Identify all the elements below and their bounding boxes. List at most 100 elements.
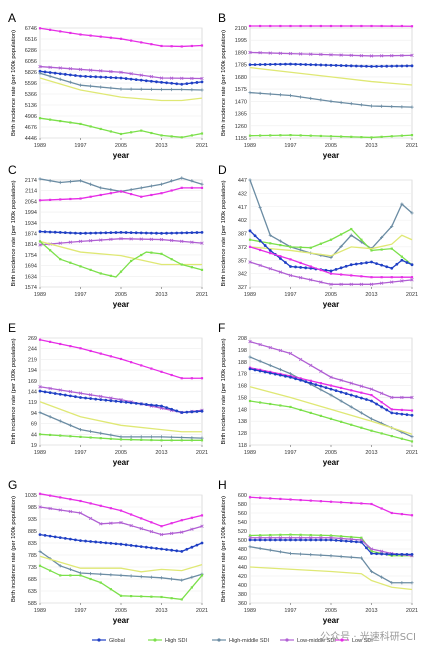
data-point-global (263, 63, 267, 66)
y-tick-label: 540 (238, 520, 247, 526)
data-point-high (360, 136, 363, 139)
data-point-low (69, 31, 72, 35)
data-point-global (354, 540, 358, 544)
data-point-global (344, 264, 348, 268)
data-point-low (400, 513, 403, 516)
data-point-high (140, 438, 143, 441)
x-axis-label: year (113, 151, 129, 160)
data-point-high (329, 534, 333, 537)
data-point-global (104, 231, 108, 235)
data-point-high (69, 574, 72, 577)
y-tick-label: 198 (238, 348, 247, 354)
data-point-high (380, 432, 383, 435)
data-point-global (354, 395, 358, 398)
data-point-low-middle (109, 396, 113, 400)
data-point-high (69, 261, 72, 264)
data-point-global (324, 63, 328, 67)
data-point-low-middle (400, 279, 404, 283)
data-point-global (134, 401, 138, 405)
data-point-high (319, 242, 322, 245)
data-point-high (160, 439, 163, 442)
legend-label-high: High SDI (165, 638, 187, 644)
data-point-high-middle (329, 393, 333, 397)
data-point-high (109, 588, 112, 591)
data-point-global (200, 80, 204, 84)
panel-g: G 585 635 685 735 785 835 885 935 985 1035 1989 1997… (8, 478, 208, 625)
data-point-high (248, 399, 252, 403)
data-point-global (299, 378, 303, 382)
data-point-low (119, 190, 123, 193)
panel-letter: C (8, 163, 17, 177)
data-point-global (79, 539, 82, 542)
data-point-low (38, 27, 42, 30)
x-axis-label: year (113, 300, 129, 309)
data-point-high-middle (200, 88, 204, 92)
data-point-high-middle (339, 399, 343, 403)
data-point-low (299, 498, 302, 502)
x-axis-label: year (323, 458, 339, 467)
data-point-global (104, 75, 108, 79)
data-point-low (400, 408, 403, 412)
data-point-low-middle (379, 281, 384, 285)
x-tick-label: 2013 (365, 292, 377, 298)
data-point-low-middle (200, 241, 204, 245)
data-point-low-middle (169, 238, 174, 243)
data-point-high-middle (369, 417, 374, 421)
data-point-low (59, 342, 62, 346)
data-point-global (278, 62, 282, 66)
data-point-high (340, 535, 343, 538)
y-tick-label: 4676 (25, 125, 37, 131)
data-point-high (59, 119, 62, 123)
data-point-high-middle (190, 436, 194, 440)
y-axis-label: Birth incidence rate (per 100k populatio… (221, 180, 227, 286)
data-point-low-middle (68, 67, 73, 71)
panel-letter: H (218, 478, 227, 492)
data-point-high (309, 246, 312, 249)
data-point-high-middle (68, 80, 72, 84)
x-axis-label: year (113, 458, 129, 467)
data-point-high-middle (380, 235, 384, 240)
y-tick-label: 432 (238, 191, 247, 197)
data-point-low (49, 494, 52, 497)
legend: Global High SDI High-middle SDI Low-middle … (92, 638, 373, 644)
data-point-high-middle (159, 182, 164, 186)
data-point-high-middle (400, 105, 404, 109)
data-point-high (130, 438, 133, 441)
data-point-low (370, 276, 373, 279)
data-point-high (49, 433, 52, 437)
y-tick-label: 5366 (25, 92, 37, 98)
y-tick-label: 342 (238, 272, 247, 278)
x-tick-label: 1989 (244, 143, 256, 149)
data-point-low (380, 276, 383, 279)
data-point-low-middle (309, 278, 313, 282)
x-tick-label: 2021 (406, 143, 418, 149)
data-point-global (299, 62, 303, 66)
data-point-high (119, 438, 123, 441)
data-point-low-middle (58, 508, 62, 512)
data-point-low (269, 252, 272, 255)
data-point-low (360, 24, 363, 28)
data-point-high (38, 117, 42, 120)
data-point-low (49, 340, 52, 343)
data-point-high-middle (339, 244, 343, 249)
data-point-high-middle (359, 556, 363, 560)
data-point-high-middle (149, 87, 153, 91)
data-point-global (375, 552, 378, 556)
data-point-low (340, 386, 343, 390)
data-point-global (68, 394, 72, 398)
data-point-low (89, 34, 92, 37)
data-point-low-middle (119, 520, 123, 525)
y-tick-label: 935 (28, 517, 37, 523)
y-tick-label: 269 (28, 336, 37, 342)
data-point-high-middle (38, 410, 42, 415)
y-axis-label: Birth incidence rate (per 100k populatio… (11, 338, 17, 444)
data-point-low (319, 268, 322, 272)
data-point-low (390, 276, 393, 279)
data-point-global (149, 79, 153, 83)
y-tick-label: 1470 (235, 99, 247, 105)
panel-c: C 1574 1634 1694 1754 1814 1874 1934 1994 2054 211… (8, 163, 208, 309)
panel-letter: G (8, 478, 17, 492)
y-tick-label: 1155 (235, 136, 247, 142)
data-point-high-middle (369, 104, 374, 108)
data-point-low-middle (248, 50, 252, 55)
